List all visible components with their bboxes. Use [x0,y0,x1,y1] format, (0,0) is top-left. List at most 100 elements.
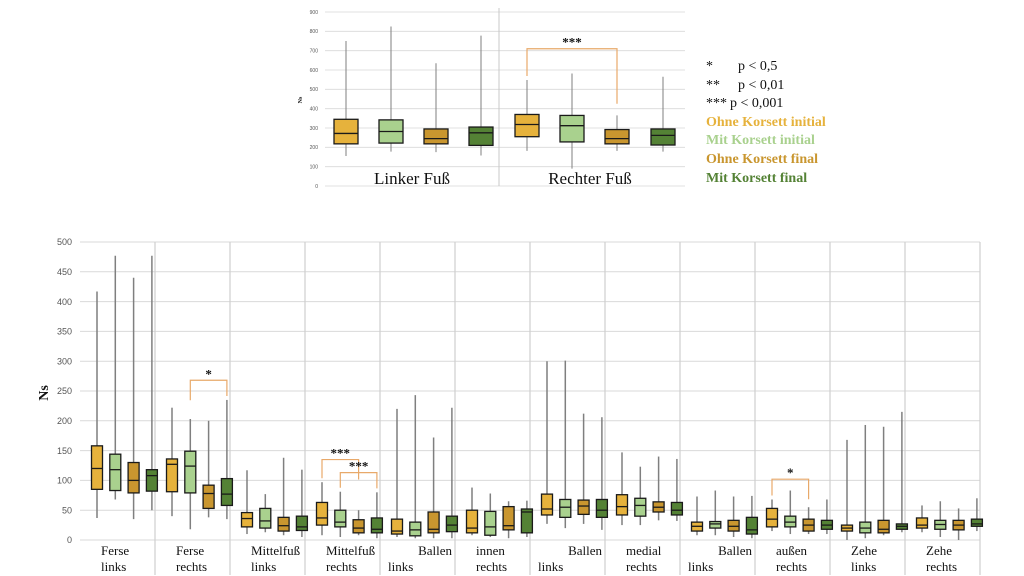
box-mit-korsett-final [970,518,984,527]
box-ohne-korsett-initial [165,458,179,493]
y-axis-label: Ns [37,385,52,401]
box-ohne-korsett-final [202,484,215,510]
y-tick-label: 700 [310,48,319,54]
group-label: rechts [476,559,507,574]
box-mit-korsett-initial [634,497,647,517]
box-mit-korsett-final [145,469,159,492]
box-mit-korsett-final [295,515,309,532]
box-mit-korsett-initial [259,507,272,529]
y-tick-label: 200 [310,145,319,151]
group-label: Ballen [418,543,452,558]
box-ohne-korsett-initial [465,509,479,534]
y-tick-label: 300 [57,356,72,366]
y-tick-label: 100 [57,476,72,486]
group-label: außen [776,543,808,558]
box-ohne-korsett-initial [765,507,779,528]
box-mit-korsett-initial [484,510,497,536]
group-label: rechts [776,559,807,574]
box-mit-korsett-final [650,128,676,146]
box-mit-korsett-initial [109,453,122,492]
y-tick-label: 0 [315,184,318,190]
y-tick-label: 600 [310,68,319,74]
box-ohne-korsett-final [604,128,630,145]
significance-bracket [321,458,360,480]
box-ohne-korsett-final [502,505,515,531]
box-ohne-korsett-final [877,519,890,534]
legend-symbol: * [706,59,713,74]
group-label: Ferse [176,543,204,558]
box-ohne-korsett-initial [615,494,629,516]
box-ohne-korsett-initial [540,493,554,516]
legend-text: p < 0,01 [738,77,785,93]
legend-series-mit-initial: Mit Korsett initial [706,133,815,149]
box-mit-korsett-final [745,516,759,535]
y-tick-label: 350 [57,327,72,337]
box-ohne-korsett-initial [315,501,329,526]
box-ohne-korsett-initial [915,517,929,529]
legend-symbol: ** [706,77,720,93]
box-ohne-korsett-final [423,128,449,145]
group-label: links [688,559,713,574]
y-tick-label: 800 [310,29,319,35]
y-tick-label: 250 [57,386,72,396]
box-mit-korsett-final [468,126,494,147]
group-label: Rechter Fuß [548,169,632,188]
group-label: rechts [176,559,207,574]
significance-label: * [787,465,794,480]
box-ohne-korsett-final [127,461,140,494]
y-tick-label: 400 [57,297,72,307]
box-mit-korsett-final [220,477,234,507]
box-mit-korsett-final [520,508,534,534]
y-tick-label: 300 [310,126,319,132]
legend-text: p < 0,001 [730,96,784,112]
y-tick-label: 100 [310,164,319,170]
box-mit-korsett-initial [334,509,347,528]
group-label: Zehe [851,543,877,558]
significance-bracket [189,379,228,401]
group-label: links [251,559,276,574]
significance-bracket [526,48,618,104]
group-label: Linker Fuß [374,169,450,188]
group-label: links [101,559,126,574]
box-ohne-korsett-final [427,511,440,534]
group-label: rechts [926,559,957,574]
legend-series-ohne-final: Ohne Korsett final [706,151,818,167]
legend: * p < 0,5 ** p < 0,01 *** p < 0,001 Ohne Ko… [706,58,826,188]
group-label: rechts [326,559,357,574]
group-label: Zehe [926,543,952,558]
box-ohne-korsett-initial [240,511,254,528]
y-tick-label: 400 [310,106,319,112]
y-tick-label: 500 [57,237,72,247]
box-mit-korsett-initial [409,521,422,537]
significance-label: *** [349,459,369,474]
box-mit-korsett-final [370,517,384,534]
group-label: Mittelfuß [251,543,301,558]
group-label: medial [626,543,662,558]
legend-symbol: *** [706,96,727,112]
box-mit-korsett-initial [184,450,197,494]
group-label: Ballen [568,543,602,558]
group-label: Ferse [101,543,129,558]
box-ohne-korsett-initial [390,518,404,535]
legend-series-mit-final: Mit Korsett final [706,170,808,186]
y-tick-label: 450 [57,267,72,277]
box-ohne-korsett-initial [90,445,104,490]
box-ohne-korsett-initial [333,118,359,145]
legend-text: p < 0,5 [738,59,778,74]
group-label: links [388,559,413,574]
group-label: innen [476,543,505,558]
y-tick-label: 200 [57,416,72,426]
box-mit-korsett-initial [559,498,572,519]
box-mit-korsett-initial [559,114,585,143]
group-label: links [851,559,876,574]
box-mit-korsett-final [670,501,684,516]
y-tick-label: 500 [310,87,319,93]
significance-label: * [205,366,212,381]
significance-label: *** [562,35,582,50]
significance-label: *** [331,446,351,461]
y-tick-label: 50 [62,505,72,515]
legend-significance-1: * p < 0,5 [706,58,826,77]
y-tick-label: 150 [57,446,72,456]
legend-series-ohne-initial: Ohne Korsett initial [706,114,826,130]
